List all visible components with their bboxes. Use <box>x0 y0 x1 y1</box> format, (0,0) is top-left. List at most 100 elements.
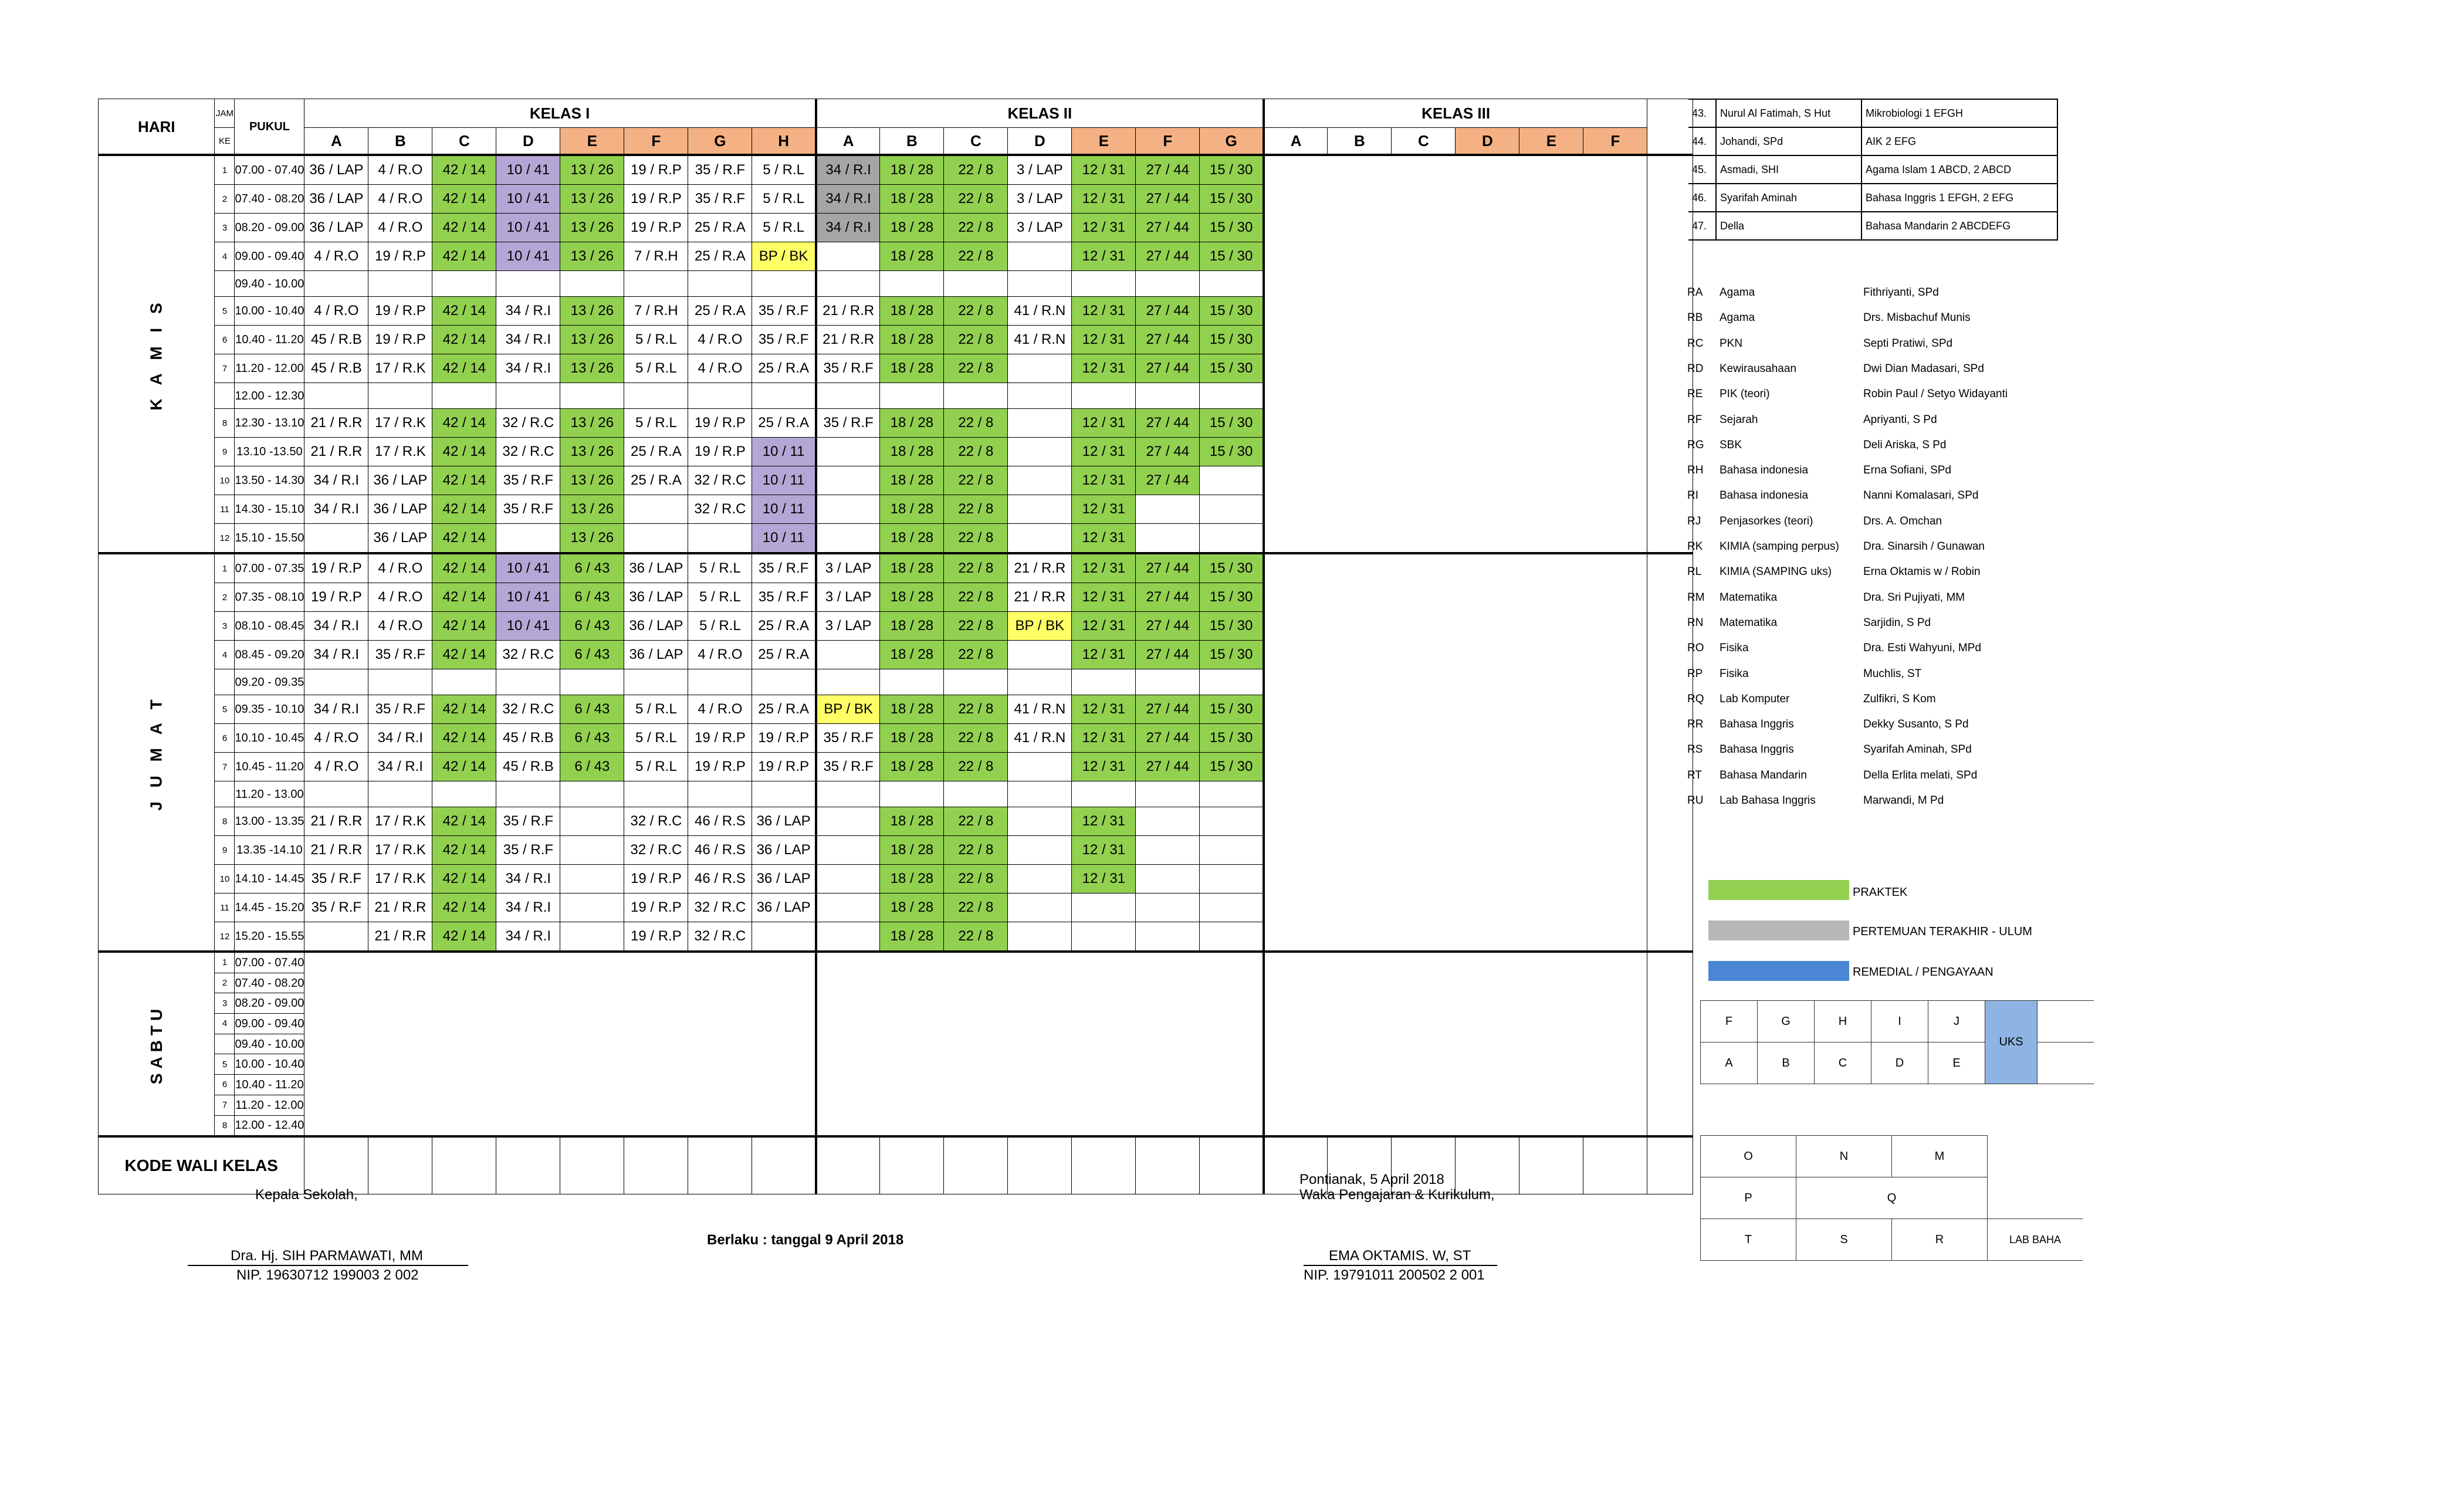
lesson-cell <box>814 781 881 807</box>
room-teacher: Fithriyanti, SPd <box>1863 286 1939 299</box>
room-uks: UKS <box>1985 1000 2037 1084</box>
lesson-cell: 5 / R.L <box>688 552 753 583</box>
lesson-cell: 18 / 28 <box>879 552 945 583</box>
lesson-cell: 34 / R.I <box>304 611 369 641</box>
lesson-cell: BP / BK <box>814 695 881 724</box>
room-subject: Fisika <box>1720 642 1749 655</box>
lesson-cell: 13 / 26 <box>560 466 625 495</box>
lesson-cell: 4 / R.O <box>368 213 433 242</box>
lesson-cell: 5 / R.L <box>624 752 689 781</box>
class-1-c-header: C <box>432 127 497 155</box>
time-slot: 09.20 - 09.35 <box>234 669 305 695</box>
jam-ke: 1 <box>214 552 235 583</box>
lesson-cell: 3 / LAP <box>814 611 881 641</box>
kelas-2-header: KELAS II <box>814 99 1264 128</box>
lesson-cell: 6 / 43 <box>560 583 625 612</box>
lesson-cell <box>304 669 369 695</box>
lesson-cell: 21 / R.R <box>368 893 433 922</box>
wali-kelas-cell <box>1327 1135 1392 1195</box>
lesson-cell <box>1071 669 1136 695</box>
lesson-cell: 42 / 14 <box>432 466 497 495</box>
lesson-cell: 15 / 30 <box>1199 640 1264 669</box>
lesson-cell: 27 / 44 <box>1135 611 1200 641</box>
time-slot: 12.30 - 13.10 <box>234 408 305 438</box>
lesson-cell <box>1007 270 1072 297</box>
lesson-cell <box>1071 270 1136 297</box>
lesson-cell: 4 / R.O <box>368 552 433 583</box>
lesson-cell: 12 / 31 <box>1071 154 1136 185</box>
lesson-cell <box>1135 864 1200 893</box>
lesson-cell <box>1135 383 1200 409</box>
room-teacher: Apriyanti, S Pd <box>1863 413 1937 426</box>
lesson-cell <box>752 270 817 297</box>
room-subject: Fisika <box>1720 667 1749 680</box>
lesson-cell: 36 / LAP <box>304 154 369 185</box>
wali-kelas-cell <box>814 1135 881 1195</box>
lesson-cell: 34 / R.I <box>304 495 369 524</box>
lesson-cell: 32 / R.C <box>688 893 753 922</box>
lesson-cell: 13 / 26 <box>560 242 625 271</box>
lesson-cell: 36 / LAP <box>368 466 433 495</box>
room-code-row: RN Matematika Sarjidin, S Pd <box>1687 617 2215 634</box>
right-spacer <box>1647 1135 1694 1195</box>
lesson-cell: 42 / 14 <box>432 723 497 753</box>
kelas-3-empty-block <box>1262 154 1648 554</box>
room-subject: Bahasa indonesia <box>1720 464 1809 477</box>
lesson-cell: 35 / R.F <box>688 154 753 185</box>
time-slot: 09.40 - 10.00 <box>234 270 305 297</box>
lesson-cell: 27 / 44 <box>1135 437 1200 466</box>
lesson-cell: 45 / R.B <box>496 752 561 781</box>
lesson-cell: 12 / 31 <box>1071 523 1136 554</box>
lesson-cell <box>752 781 817 807</box>
lesson-cell: 22 / 8 <box>943 583 1008 612</box>
time-slot: 07.40 - 08.20 <box>234 972 305 994</box>
lesson-cell: 12 / 31 <box>1071 184 1136 214</box>
time-slot: 12.00 - 12.30 <box>234 383 305 409</box>
room-code: RR <box>1687 718 1704 731</box>
room-code-row: RM Matematika Dra. Sri Pujiyati, MM <box>1687 591 2215 609</box>
time-slot: 13.10 -13.50 <box>234 437 305 466</box>
sabtu-day-label: SABTU <box>97 950 215 1137</box>
lesson-cell: 34 / R.I <box>368 723 433 753</box>
lesson-cell <box>304 523 369 554</box>
lesson-cell: 42 / 14 <box>432 408 497 438</box>
lesson-cell: 15 / 30 <box>1199 437 1264 466</box>
lesson-cell: 15 / 30 <box>1199 752 1264 781</box>
lesson-cell: 12 / 31 <box>1071 213 1136 242</box>
lesson-cell: 34 / R.I <box>814 213 881 242</box>
lesson-cell <box>624 669 689 695</box>
time-slot: 14.45 - 15.20 <box>234 893 305 922</box>
praktek-swatch <box>1708 880 1849 900</box>
room-code-row: RQ Lab Komputer Zulfikri, S Kom <box>1687 693 2215 710</box>
lesson-cell: 5 / R.L <box>752 154 817 185</box>
lesson-cell: 22 / 8 <box>943 835 1008 865</box>
lesson-cell <box>368 383 433 409</box>
right-spacer <box>1647 552 1694 952</box>
teacher-no: 43. <box>1688 99 1717 128</box>
lesson-cell <box>814 669 881 695</box>
jam-ke: 3 <box>214 993 235 1014</box>
room-code-row: RC PKN Septi Pratiwi, SPd <box>1687 337 2215 355</box>
lesson-cell: 21 / R.R <box>304 807 369 836</box>
lesson-cell: 13 / 26 <box>560 154 625 185</box>
lesson-cell <box>814 437 881 466</box>
jam-ke: 9 <box>214 437 235 466</box>
room-teacher: Marwandi, M Pd <box>1863 794 1944 807</box>
lesson-cell: BP / BK <box>752 242 817 271</box>
berlaku-text: Berlaku : tanggal 9 April 2018 <box>707 1232 904 1248</box>
lesson-cell <box>814 640 881 669</box>
lesson-cell <box>304 270 369 297</box>
jam-ke: 5 <box>214 296 235 326</box>
jumat-day-label: J U M A T <box>97 552 215 952</box>
lesson-cell: 12 / 31 <box>1071 466 1136 495</box>
lesson-cell: 10 / 41 <box>496 184 561 214</box>
lesson-cell: 22 / 8 <box>943 752 1008 781</box>
lesson-cell: 5 / R.L <box>624 723 689 753</box>
lesson-cell: 22 / 8 <box>943 611 1008 641</box>
room-f: F <box>1700 1000 1758 1043</box>
room-code-row: RB Agama Drs. Misbachuf Munis <box>1687 312 2215 329</box>
time-slot: 08.20 - 09.00 <box>234 213 305 242</box>
lesson-cell: 15 / 30 <box>1199 213 1264 242</box>
lesson-cell <box>560 893 625 922</box>
lesson-cell <box>496 383 561 409</box>
